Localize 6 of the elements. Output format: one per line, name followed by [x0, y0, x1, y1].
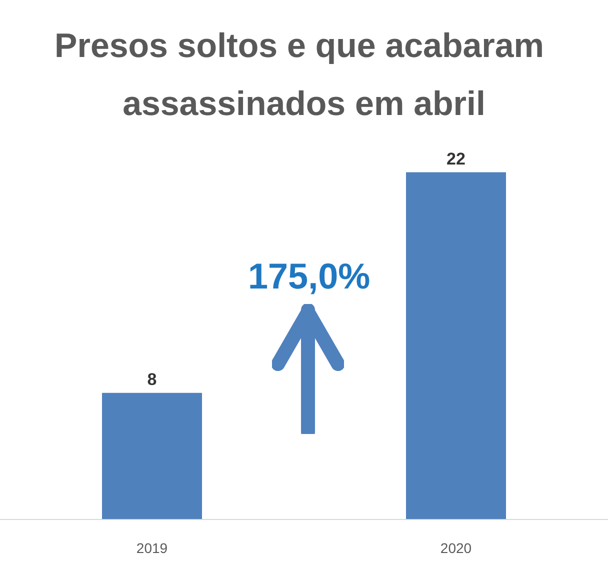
data-label: 8 [147, 370, 157, 389]
data-label: 22 [446, 149, 466, 168]
x-tick-label: 2019 [136, 540, 168, 556]
x-tick-label: 2020 [440, 540, 472, 556]
chart-title: Presos soltos e que acabaram assassinados em abril [54, 27, 554, 123]
annotation: 175,0% [248, 256, 370, 296]
